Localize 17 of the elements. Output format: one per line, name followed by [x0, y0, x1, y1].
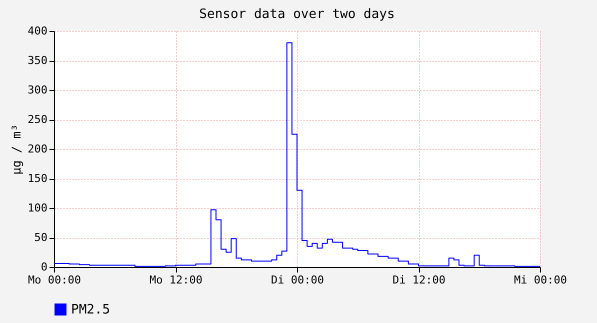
- chart-title: Sensor data over two days: [199, 7, 395, 22]
- x-tick-label: Mi 00:00: [514, 274, 567, 286]
- y-tick-label: 300: [28, 84, 48, 96]
- y-tick-label: 150: [28, 172, 48, 185]
- x-tick-label: Mo 00:00: [28, 274, 81, 286]
- x-tick-label: Mo 12:00: [150, 274, 202, 286]
- y-tick-label: 250: [28, 113, 48, 126]
- x-tick-label: Di 00:00: [271, 274, 324, 286]
- y-tick-label: 50: [34, 231, 48, 244]
- y-tick-label: 350: [28, 54, 48, 67]
- y-tick-label: 100: [28, 202, 48, 214]
- y-axis-title: µg / m³: [10, 124, 24, 175]
- y-tick-label: 0: [40, 260, 48, 274]
- legend-label: PM2.5: [71, 302, 110, 318]
- x-tick-label: Di 12:00: [392, 274, 446, 286]
- y-tick-label: 200: [28, 142, 48, 156]
- y-tick-label: 400: [28, 24, 48, 38]
